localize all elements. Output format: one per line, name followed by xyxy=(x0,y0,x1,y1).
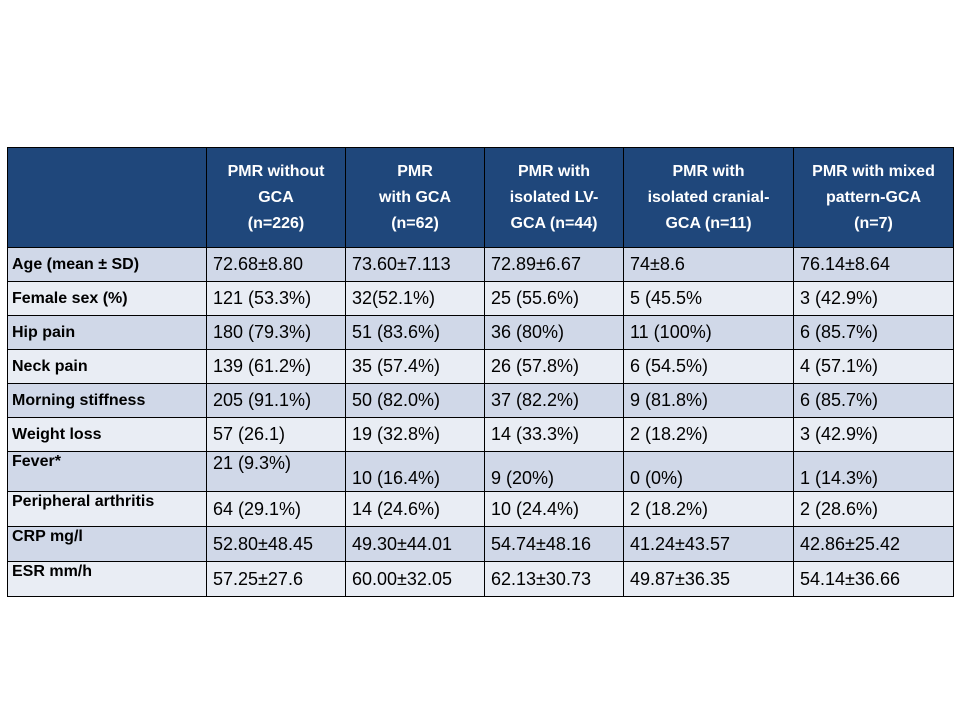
header-line: GCA (n=44) xyxy=(510,214,598,232)
row-label: CRP mg/l xyxy=(7,526,207,562)
table-cell: 60.00±32.05 xyxy=(345,561,485,597)
table-cell: 9 (20%) xyxy=(484,451,624,492)
table-cell: 54.14±36.66 xyxy=(793,561,954,597)
header-line: GCA (n=11) xyxy=(665,214,752,232)
header-col-5: PMR with mixed pattern-GCA (n=7) xyxy=(793,147,954,248)
table-cell: 10 (24.4%) xyxy=(484,491,624,527)
row-label: Hip pain xyxy=(7,315,207,350)
header-line: isolated cranial- xyxy=(647,188,770,206)
table-cell: 121 (53.3%) xyxy=(206,281,346,316)
table-cell: 57 (26.1) xyxy=(206,417,346,452)
row-label: Female sex (%) xyxy=(7,281,207,316)
table-cell: 62.13±30.73 xyxy=(484,561,624,597)
table-cell: 74±8.6 xyxy=(623,247,794,282)
table-cell: 72.68±8.80 xyxy=(206,247,346,282)
header-col-2: PMR with GCA (n=62) xyxy=(345,147,485,248)
table-cell: 2 (18.2%) xyxy=(623,417,794,452)
table-cell: 6 (85.7%) xyxy=(793,315,954,350)
header-line: PMR with xyxy=(518,162,590,180)
table-row: Hip pain 180 (79.3%) 51 (83.6%) 36 (80%)… xyxy=(7,315,954,350)
table-row: Peripheral arthritis 64 (29.1%) 14 (24.6… xyxy=(7,491,954,527)
header-line: with GCA xyxy=(379,188,451,206)
table-row: Female sex (%) 121 (53.3%) 32(52.1%) 25 … xyxy=(7,281,954,316)
table-cell: 21 (9.3%) xyxy=(206,451,346,492)
row-label: Age (mean ± SD) xyxy=(7,247,207,282)
table-cell: 57.25±27.6 xyxy=(206,561,346,597)
table-cell: 5 (45.5% xyxy=(623,281,794,316)
header-col-1: PMR without GCA (n=226) xyxy=(206,147,346,248)
table-cell: 1 (14.3%) xyxy=(793,451,954,492)
row-label: Peripheral arthritis xyxy=(7,491,207,527)
table-row: Age (mean ± SD) 72.68±8.80 73.60±7.113 7… xyxy=(7,247,954,282)
header-corner xyxy=(7,147,207,248)
table-cell: 51 (83.6%) xyxy=(345,315,485,350)
table-cell: 37 (82.2%) xyxy=(484,383,624,418)
header-line: (n=226) xyxy=(247,214,305,232)
table-cell: 205 (91.1%) xyxy=(206,383,346,418)
table-cell: 3 (42.9%) xyxy=(793,281,954,316)
table-cell: 0 (0%) xyxy=(623,451,794,492)
data-table: PMR without GCA (n=226) PMR with GCA (n=62) … xyxy=(7,147,954,597)
table-cell: 2 (28.6%) xyxy=(793,491,954,527)
table-cell: 10 (16.4%) xyxy=(345,451,485,492)
row-label: Fever* xyxy=(7,451,207,492)
header-row: PMR without GCA (n=226) PMR with GCA (n=62) … xyxy=(7,147,954,248)
header-line: GCA xyxy=(258,188,294,206)
table-cell: 6 (85.7%) xyxy=(793,383,954,418)
table-cell: 14 (33.3%) xyxy=(484,417,624,452)
row-label: Weight loss xyxy=(7,417,207,452)
header-line: (n=7) xyxy=(854,214,893,232)
table-cell: 26 (57.8%) xyxy=(484,349,624,384)
table-cell: 35 (57.4%) xyxy=(345,349,485,384)
table-cell: 14 (24.6%) xyxy=(345,491,485,527)
header-line: PMR with xyxy=(672,162,745,180)
row-label: Morning stiffness xyxy=(7,383,207,418)
table-cell: 52.80±48.45 xyxy=(206,526,346,562)
table-row: Morning stiffness 205 (91.1%) 50 (82.0%)… xyxy=(7,383,954,418)
table-cell: 9 (81.8%) xyxy=(623,383,794,418)
header-line: (n=62) xyxy=(391,214,439,232)
table-cell: 3 (42.9%) xyxy=(793,417,954,452)
header-col-3: PMR with isolated LV- GCA (n=44) xyxy=(484,147,624,248)
table-cell: 72.89±6.67 xyxy=(484,247,624,282)
table-cell: 139 (61.2%) xyxy=(206,349,346,384)
row-label: ESR mm/h xyxy=(7,561,207,597)
header-line: PMR without xyxy=(227,162,325,180)
table-row: ESR mm/h 57.25±27.6 60.00±32.05 62.13±30… xyxy=(7,561,954,597)
table-cell: 54.74±48.16 xyxy=(484,526,624,562)
table-row: Fever* 21 (9.3%) 10 (16.4%) 9 (20%) 0 (0… xyxy=(7,451,954,492)
table-row: CRP mg/l 52.80±48.45 49.30±44.01 54.74±4… xyxy=(7,526,954,562)
table-cell: 19 (32.8%) xyxy=(345,417,485,452)
header-col-4: PMR with isolated cranial- GCA (n=11) xyxy=(623,147,794,248)
table-cell: 4 (57.1%) xyxy=(793,349,954,384)
table-cell: 36 (80%) xyxy=(484,315,624,350)
header-line: isolated LV- xyxy=(509,188,599,206)
table-cell: 2 (18.2%) xyxy=(623,491,794,527)
table-cell: 41.24±43.57 xyxy=(623,526,794,562)
table-cell: 6 (54.5%) xyxy=(623,349,794,384)
table-cell: 25 (55.6%) xyxy=(484,281,624,316)
table-row: Weight loss 57 (26.1) 19 (32.8%) 14 (33.… xyxy=(7,417,954,452)
header-line: PMR xyxy=(397,162,433,180)
table-cell: 49.87±36.35 xyxy=(623,561,794,597)
table-cell: 64 (29.1%) xyxy=(206,491,346,527)
table-cell: 50 (82.0%) xyxy=(345,383,485,418)
table-cell: 73.60±7.113 xyxy=(345,247,485,282)
table-cell: 42.86±25.42 xyxy=(793,526,954,562)
table-cell: 11 (100%) xyxy=(623,315,794,350)
table-cell: 49.30±44.01 xyxy=(345,526,485,562)
header-line: PMR with mixed xyxy=(812,162,935,180)
table-cell: 32(52.1%) xyxy=(345,281,485,316)
row-label: Neck pain xyxy=(7,349,207,384)
header-line: pattern-GCA xyxy=(825,188,922,206)
table-cell: 180 (79.3%) xyxy=(206,315,346,350)
table-cell: 76.14±8.64 xyxy=(793,247,954,282)
table-row: Neck pain 139 (61.2%) 35 (57.4%) 26 (57.… xyxy=(7,349,954,384)
